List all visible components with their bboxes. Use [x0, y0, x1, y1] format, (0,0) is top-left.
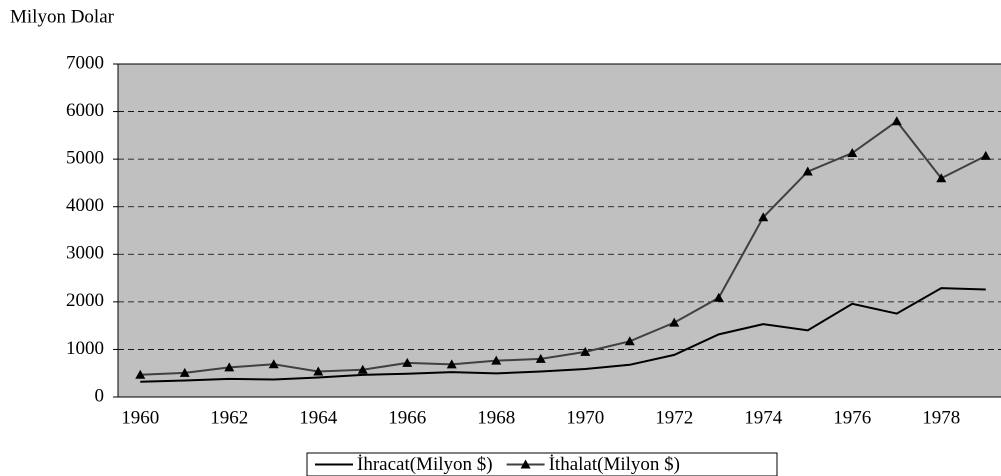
y-tick-label: 5000	[66, 148, 104, 169]
x-tick-label: 1968	[477, 407, 515, 428]
point-marker	[402, 357, 413, 367]
y-tick-label: 6000	[66, 100, 104, 121]
x-tick-label: 1966	[388, 407, 426, 428]
point-marker	[580, 346, 591, 356]
legend-label: İthalat(Milyon $)	[549, 454, 680, 475]
point-marker	[179, 367, 190, 377]
point-marker	[802, 166, 813, 176]
legend-marker	[520, 459, 531, 469]
y-tick-label: 7000	[66, 52, 104, 73]
plot-area	[117, 63, 1001, 398]
point-marker	[313, 366, 324, 376]
point-marker	[624, 336, 635, 346]
point-marker	[936, 173, 947, 183]
y-tick-label: 2000	[66, 290, 104, 311]
legend-label: İhracat(Milyon $)	[357, 454, 493, 475]
point-marker	[268, 359, 279, 369]
series-line	[140, 119, 987, 376]
y-tick-label: 0	[95, 385, 105, 406]
point-marker	[669, 317, 680, 327]
x-tick-label: 1964	[299, 407, 338, 428]
point-marker	[357, 364, 368, 374]
point-marker	[758, 212, 769, 222]
x-tick-label: 1974	[744, 407, 783, 428]
point-marker	[491, 355, 502, 365]
x-tick-label: 1970	[566, 407, 604, 428]
x-tick-label: 1978	[922, 407, 960, 428]
x-tick-label: 1972	[655, 407, 693, 428]
y-axis-label: Milyon Dolar	[10, 6, 115, 27]
x-tick-label: 1962	[210, 407, 248, 428]
series-line	[140, 287, 986, 383]
point-marker	[847, 148, 858, 158]
y-tick-label: 1000	[66, 338, 104, 359]
point-marker	[224, 362, 235, 372]
point-marker	[713, 292, 724, 302]
point-marker	[891, 116, 902, 126]
y-tick-label: 4000	[66, 195, 104, 216]
point-marker	[135, 369, 146, 379]
point-marker	[980, 150, 991, 160]
x-tick-label: 1960	[121, 407, 159, 428]
y-tick-label: 3000	[66, 243, 104, 264]
point-marker	[446, 359, 457, 369]
x-tick-label: 1976	[833, 407, 871, 428]
point-marker	[535, 353, 546, 363]
